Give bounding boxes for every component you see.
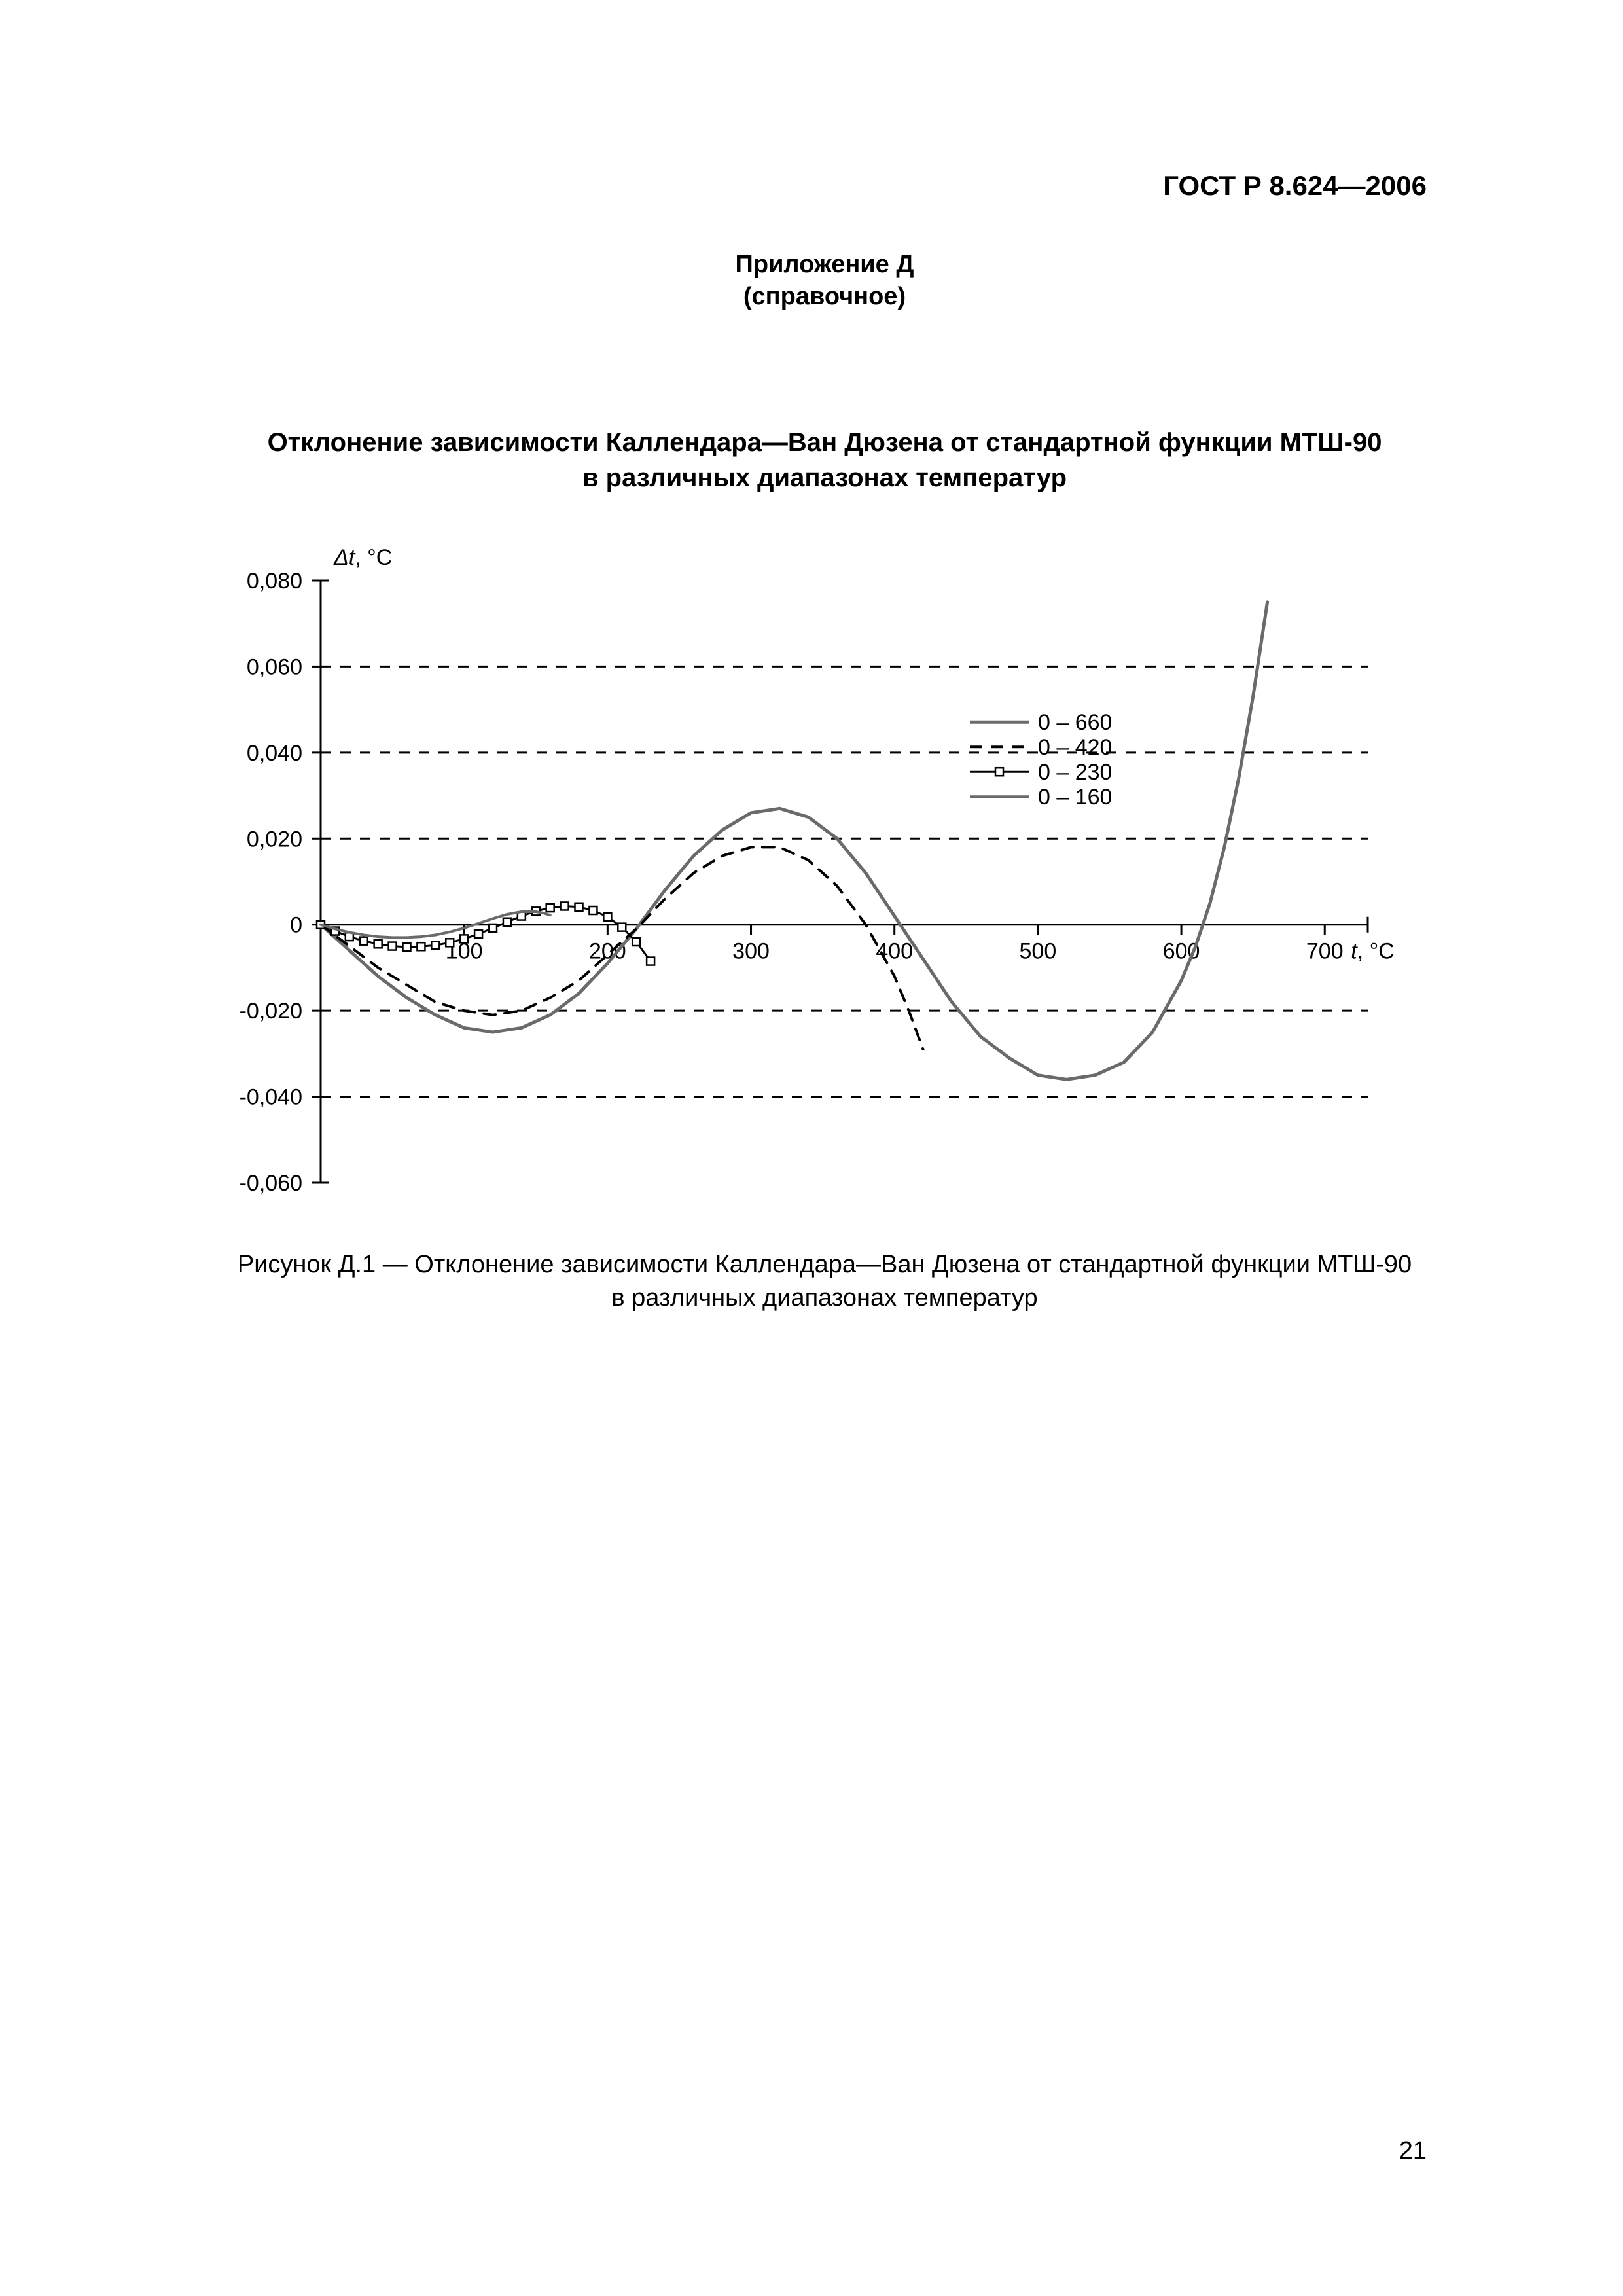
svg-text:0: 0 [290,912,302,937]
document-page: ГОСТ Р 8.624—2006 Приложение Д (справочн… [0,0,1623,2296]
figure: -0,060-0,040-0,02000,0200,0400,0600,0801… [196,535,1453,1215]
svg-text:0 – 420: 0 – 420 [1038,735,1112,760]
section-title: Отклонение зависимости Каллендара—Ван Дю… [196,425,1453,495]
page-number: 21 [1399,2137,1427,2165]
svg-text:0,020: 0,020 [247,827,302,852]
figure-caption-line2: в различных диапазонах температур [196,1282,1453,1315]
svg-text:500: 500 [1020,939,1057,963]
svg-text:0 – 160: 0 – 160 [1038,785,1112,810]
svg-text:0,080: 0,080 [247,569,302,594]
svg-text:-0,020: -0,020 [240,999,302,1024]
figure-caption: Рисунок Д.1 — Отклонение зависимости Кал… [196,1248,1453,1316]
section-title-line2: в различных диапазонах температур [196,460,1453,495]
figure-caption-line1: Рисунок Д.1 — Отклонение зависимости Кал… [196,1248,1453,1282]
svg-text:0 – 230: 0 – 230 [1038,760,1112,785]
svg-text:0,060: 0,060 [247,655,302,679]
svg-text:-0,060: -0,060 [240,1171,302,1196]
deviation-chart: -0,060-0,040-0,02000,0200,0400,0600,0801… [196,535,1453,1215]
svg-text:300: 300 [732,939,770,963]
svg-text:Δt, °C: Δt, °C [333,545,392,570]
document-id: ГОСТ Р 8.624—2006 [1163,170,1427,202]
appendix-title: Приложение Д [196,249,1453,281]
appendix-subtitle: (справочное) [196,281,1453,313]
svg-text:700: 700 [1306,939,1344,963]
svg-text:-0,040: -0,040 [240,1085,302,1109]
svg-text:t, °C: t, °C [1351,939,1395,963]
svg-text:0 – 660: 0 – 660 [1038,710,1112,735]
section-title-line1: Отклонение зависимости Каллендара—Ван Дю… [196,425,1453,460]
svg-text:0,040: 0,040 [247,741,302,766]
appendix-heading: Приложение Д (справочное) [196,249,1453,314]
